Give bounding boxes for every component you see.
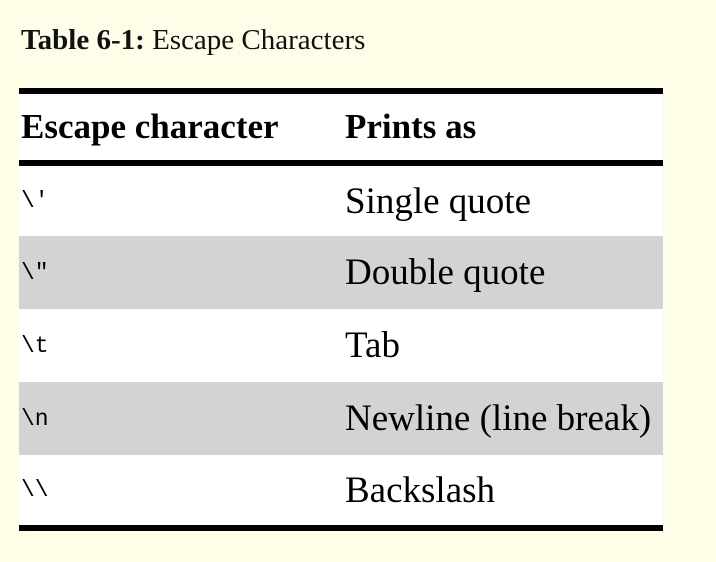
header-prints-as: Prints as (345, 91, 663, 166)
table-row: \' Single quote (19, 163, 663, 236)
table-row: \t Tab (19, 309, 663, 382)
prints-as-cell: Newline (line break) (345, 398, 652, 439)
prints-as-cell: Tab (345, 325, 400, 366)
table-row: \\ Backslash (19, 455, 663, 528)
prints-as-cell: Double quote (345, 252, 546, 293)
escape-cell: \t (21, 332, 49, 359)
table-caption: Table 6-1: Escape Characters (21, 22, 365, 58)
prints-as-cell: Backslash (345, 469, 496, 511)
escape-cell: \n (21, 405, 49, 432)
escape-cell: \" (21, 259, 49, 286)
table-row: \" Double quote (19, 236, 663, 309)
escape-cell: \' (21, 188, 49, 214)
table-row: \n Newline (line break) (19, 382, 663, 455)
header-escape-character: Escape character (19, 91, 345, 166)
escape-characters-table: Escape character Prints as \' Single quo… (19, 88, 663, 531)
caption-label: Table 6-1: (21, 24, 145, 56)
prints-as-cell: Single quote (345, 180, 532, 222)
caption-title: Escape Characters (152, 24, 366, 56)
escape-cell: \\ (21, 477, 49, 503)
table-header-row: Escape character Prints as (19, 91, 663, 166)
